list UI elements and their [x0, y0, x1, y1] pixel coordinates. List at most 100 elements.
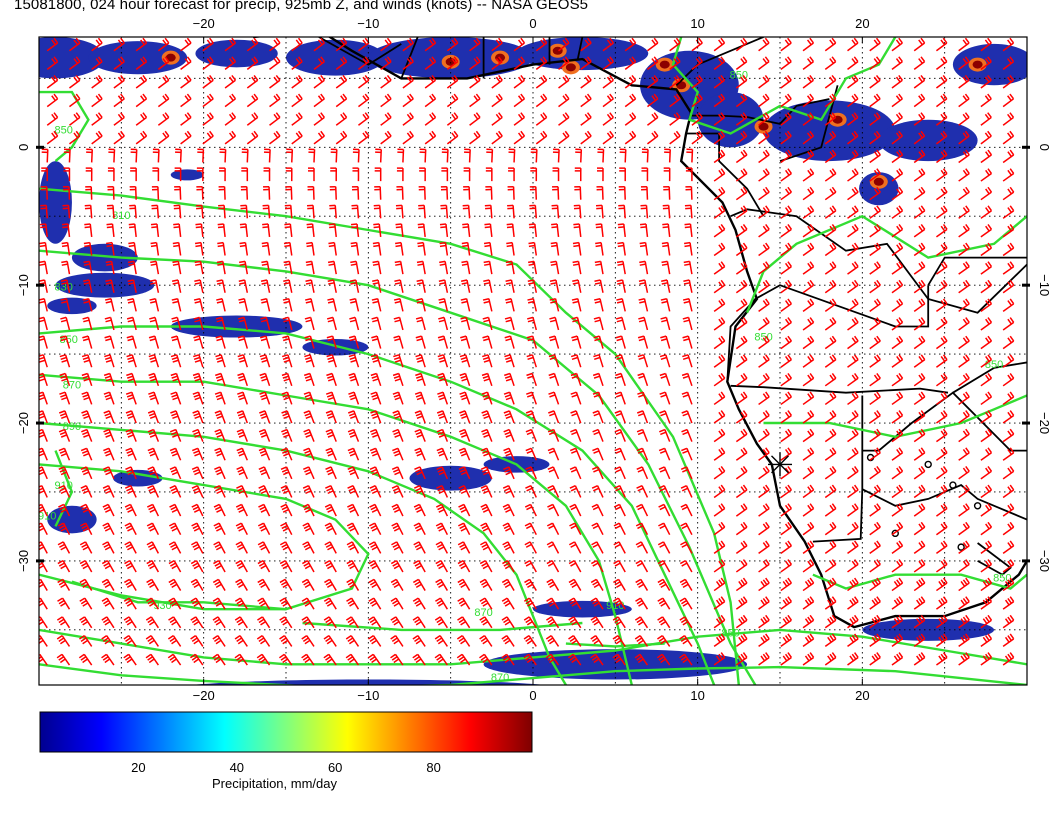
wind-barb [891, 149, 904, 164]
wind-barb [460, 335, 471, 349]
wind-barb [195, 204, 204, 219]
wind-barb [170, 354, 182, 368]
wind-barb [371, 335, 382, 349]
wind-barb [847, 466, 859, 480]
wind-barb [191, 522, 204, 536]
tick-left [36, 559, 44, 563]
wind-barb [412, 653, 426, 666]
wind-barb [780, 224, 793, 238]
wind-barb [602, 93, 614, 108]
wind-barb [659, 391, 671, 405]
wind-barb [180, 74, 192, 89]
wind-barb [659, 410, 671, 424]
wind-barb [69, 37, 81, 52]
wind-barb [780, 242, 793, 257]
wind-barb [192, 391, 204, 405]
wind-barb [180, 93, 192, 108]
contour-line [812, 573, 1027, 590]
wind-barb [469, 130, 481, 145]
tick-right [1022, 421, 1030, 425]
wind-barb [335, 74, 348, 89]
wind-barb [214, 428, 226, 442]
wind-barb [758, 261, 770, 275]
wind-barb [980, 521, 993, 536]
wind-barb [196, 167, 204, 182]
wind-barb [257, 522, 271, 536]
contour-line [671, 37, 897, 135]
wind-barb [394, 279, 404, 293]
wind-barb [713, 242, 726, 257]
wind-barb [258, 503, 271, 517]
wind-barb [351, 185, 360, 200]
wind-barb [390, 616, 404, 629]
wind-barb [282, 316, 293, 331]
wind-barb [758, 447, 770, 461]
wind-barb [958, 242, 970, 257]
wind-barb [457, 597, 471, 610]
wind-barb [591, 522, 604, 536]
wind-barb [62, 204, 71, 219]
wind-barb [335, 112, 348, 126]
wind-barb [58, 484, 71, 498]
wind-barb [847, 577, 859, 592]
wind-barb [215, 335, 226, 349]
wind-barb [558, 74, 570, 89]
wind-barb [547, 447, 560, 461]
wind-barb [469, 93, 481, 108]
wind-barb [262, 223, 271, 237]
wind-barb [913, 391, 926, 406]
wind-barb [847, 335, 859, 350]
wind-barb [847, 428, 859, 443]
wind-barb [368, 559, 382, 573]
wind-barb [123, 578, 137, 591]
wind-barb [570, 410, 582, 424]
wind-barb [913, 224, 926, 238]
wind-barb [69, 112, 81, 126]
wind-barb [180, 130, 192, 145]
wind-barb [218, 204, 226, 219]
wind-barb [958, 261, 970, 275]
wind-barb [913, 74, 926, 89]
wind-barb [802, 224, 815, 238]
wind-barb [513, 37, 526, 52]
wind-barb [758, 577, 770, 592]
wind-barb [280, 466, 293, 480]
wind-barb [558, 93, 570, 108]
wind-barb [69, 130, 81, 145]
wind-barb [780, 335, 793, 350]
lon-tick-label-bottom: 20 [855, 688, 869, 700]
wind-barb [86, 148, 94, 163]
wind-barb [169, 522, 182, 536]
wind-barb [402, 112, 414, 126]
wind-barb [414, 466, 426, 480]
wind-barb [457, 522, 471, 536]
wind-barb [958, 205, 970, 219]
wind-barb [713, 205, 726, 219]
wind-barb [891, 596, 904, 610]
wind-barb [1002, 466, 1015, 480]
wind-barb [891, 168, 904, 182]
wind-barb [526, 391, 537, 405]
wind-barb [891, 261, 904, 275]
wind-barb [913, 130, 926, 145]
wind-barb [596, 185, 604, 200]
wind-barb [525, 428, 537, 442]
lon-tick-label-top: 0 [529, 16, 536, 31]
wind-barb [152, 167, 160, 182]
wind-barb [393, 316, 404, 331]
precip-core-center [832, 115, 843, 124]
wind-barb [891, 540, 904, 554]
wind-barb [869, 633, 881, 648]
wind-barb [548, 410, 560, 424]
wind-barb [241, 148, 249, 163]
wind-barb [305, 279, 315, 293]
wind-barb [659, 428, 671, 442]
wind-barb [58, 466, 71, 480]
wind-barb [259, 391, 271, 405]
wind-barb [869, 447, 881, 461]
wind-barb [504, 354, 515, 368]
wind-barb [758, 224, 770, 238]
wind-barb [683, 260, 693, 275]
wind-barb [402, 74, 414, 89]
contour-label: 910 [606, 600, 624, 612]
